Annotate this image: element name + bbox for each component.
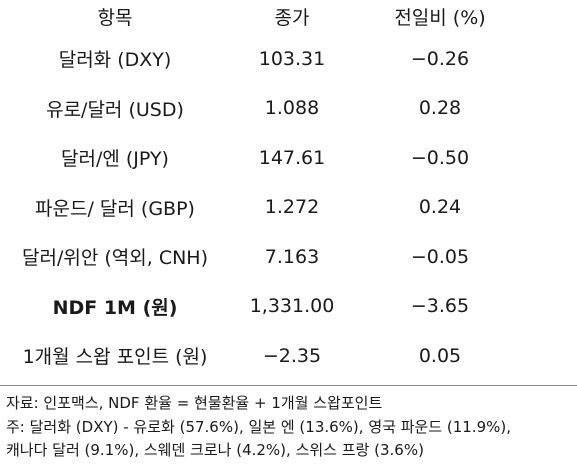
table-notes: 자료: 인포맥스, NDF 환율 = 현물환율 + 1개월 스왑포인트 주: 달…: [6, 392, 574, 463]
row-change: −3.65: [410, 295, 470, 318]
row-item: 달러/위안 (역외, CNH): [22, 247, 208, 270]
row-change: 0.24: [418, 196, 462, 219]
row-close: 1.088: [264, 97, 320, 120]
dxy-composition-note: 주: 달러화 (DXY) - 유로화 (57.6%), 일본 엔 (13.6%)…: [6, 417, 511, 436]
row-close: 147.61: [258, 146, 326, 169]
header-change: 전일비 (%): [394, 7, 486, 29]
row-change: −0.50: [410, 146, 470, 169]
table-header-row: 항목 종가 전일비 (%): [0, 0, 577, 34]
table-row: 달러화 (DXY) 103.31 −0.26: [0, 34, 577, 84]
fx-table: 항목 종가 전일비 (%) 달러화 (DXY) 103.31 −0.26 유로/…: [0, 0, 577, 381]
header-item: 항목: [97, 7, 133, 29]
row-change: 0.28: [418, 97, 462, 120]
row-close: 1,331.00: [249, 295, 335, 318]
notes-divider: [0, 385, 577, 386]
row-close: 7.163: [264, 245, 320, 268]
row-item: NDF 1M (원): [52, 296, 178, 319]
row-change: −0.26: [410, 47, 470, 70]
source-note: 자료: 인포맥스, NDF 환율 = 현물환율 + 1개월 스왑포인트: [6, 394, 383, 412]
row-change: 0.05: [418, 344, 462, 367]
table-row: 파운드/ 달러 (GBP) 1.272 0.24: [0, 183, 577, 233]
table-row-highlight: NDF 1M (원) 1,331.00 −3.65: [0, 282, 577, 332]
dxy-composition-note-cont: 캐나다 달러 (9.1%), 스웨덴 크로나 (4.2%), 스위스 프랑 (3…: [6, 441, 424, 459]
header-close: 종가: [274, 7, 310, 29]
row-close: 1.272: [264, 196, 320, 219]
row-change: −0.05: [410, 245, 470, 268]
row-item: 달러/엔 (JPY): [61, 148, 169, 171]
row-item: 달러화 (DXY): [58, 49, 172, 72]
row-item: 유로/달러 (USD): [46, 98, 184, 121]
row-close: −2.35: [262, 344, 322, 367]
row-item: 1개월 스왑 포인트 (원): [22, 346, 208, 369]
table-row: 달러/엔 (JPY) 147.61 −0.50: [0, 133, 577, 183]
row-item: 파운드/ 달러 (GBP): [35, 197, 195, 220]
table-row: 달러/위안 (역외, CNH) 7.163 −0.05: [0, 232, 577, 282]
table-row: 유로/달러 (USD) 1.088 0.28: [0, 84, 577, 134]
row-close: 103.31: [258, 47, 326, 70]
table-row: 1개월 스왑 포인트 (원) −2.35 0.05: [0, 331, 577, 381]
